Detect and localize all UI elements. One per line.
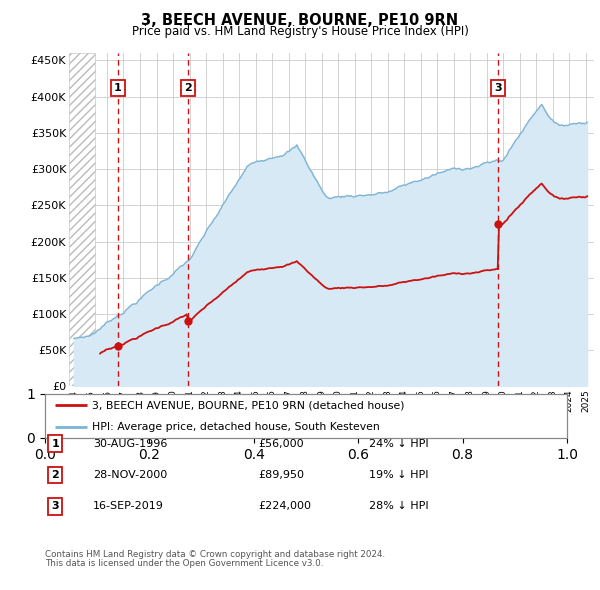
Text: £56,000: £56,000	[258, 439, 304, 448]
Text: 3: 3	[52, 502, 59, 511]
Text: 3: 3	[494, 83, 502, 93]
Text: £89,950: £89,950	[258, 470, 304, 480]
Text: 3, BEECH AVENUE, BOURNE, PE10 9RN: 3, BEECH AVENUE, BOURNE, PE10 9RN	[142, 13, 458, 28]
Text: 1: 1	[52, 439, 59, 448]
Text: 24% ↓ HPI: 24% ↓ HPI	[369, 439, 428, 448]
Text: 2: 2	[52, 470, 59, 480]
Text: 28% ↓ HPI: 28% ↓ HPI	[369, 502, 428, 511]
Text: This data is licensed under the Open Government Licence v3.0.: This data is licensed under the Open Gov…	[45, 559, 323, 568]
Text: 2: 2	[184, 83, 192, 93]
Text: 1: 1	[114, 83, 122, 93]
Text: 19% ↓ HPI: 19% ↓ HPI	[369, 470, 428, 480]
Text: 3, BEECH AVENUE, BOURNE, PE10 9RN (detached house): 3, BEECH AVENUE, BOURNE, PE10 9RN (detac…	[92, 401, 404, 411]
Text: 16-SEP-2019: 16-SEP-2019	[93, 502, 164, 511]
Text: 30-AUG-1996: 30-AUG-1996	[93, 439, 167, 448]
Text: HPI: Average price, detached house, South Kesteven: HPI: Average price, detached house, Sout…	[92, 422, 380, 432]
Text: £224,000: £224,000	[258, 502, 311, 511]
Text: 28-NOV-2000: 28-NOV-2000	[93, 470, 167, 480]
Text: Contains HM Land Registry data © Crown copyright and database right 2024.: Contains HM Land Registry data © Crown c…	[45, 550, 385, 559]
Text: Price paid vs. HM Land Registry's House Price Index (HPI): Price paid vs. HM Land Registry's House …	[131, 25, 469, 38]
